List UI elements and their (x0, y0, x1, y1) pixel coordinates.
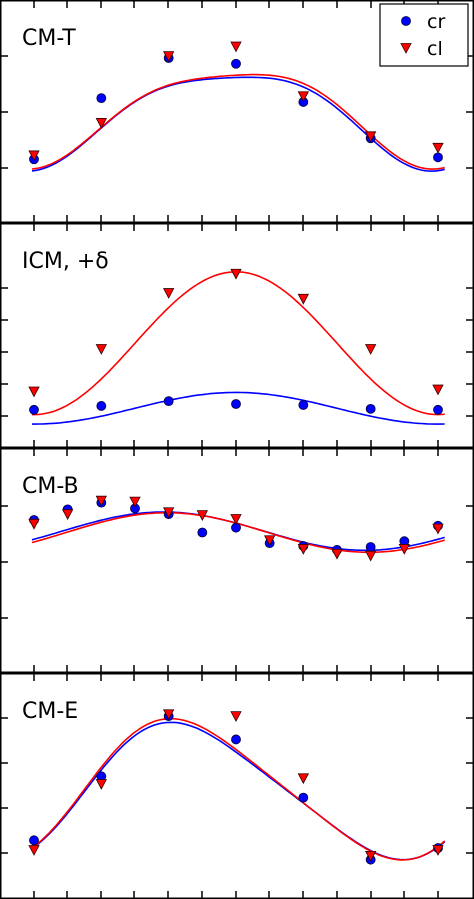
point-cl (432, 384, 444, 396)
panel-3: CM-B (0, 447, 474, 674)
point-cr (231, 399, 241, 409)
point-cr (231, 58, 241, 69)
point-cl (28, 518, 40, 530)
point-cl (365, 344, 377, 355)
point-cl (62, 509, 74, 521)
point-cl (28, 386, 40, 398)
point-cr (433, 152, 443, 163)
point-cr (29, 404, 39, 415)
point-cl (365, 850, 377, 862)
point-cl (230, 268, 242, 280)
point-cl (230, 514, 242, 525)
point-cl (95, 344, 107, 355)
point-cr (96, 401, 107, 411)
legend-marker-cr (401, 16, 411, 26)
point-cl (163, 507, 175, 519)
point-cl (230, 41, 242, 53)
point-cr (231, 734, 241, 745)
point-cl (163, 51, 175, 62)
point-cl (163, 288, 175, 299)
point-cr (163, 396, 174, 407)
panel-title: CM-E (22, 699, 78, 724)
panel-2: ICM, +δ (0, 222, 474, 449)
panel-title: ICM, +δ (22, 249, 109, 274)
point-cl (95, 779, 107, 790)
legend-marker-cl (400, 43, 412, 54)
panel-title: CM-T (22, 26, 76, 51)
legend-box (379, 3, 469, 67)
point-cr (197, 527, 208, 538)
legend: cr cl (379, 3, 469, 67)
point-cr (96, 93, 107, 104)
point-cr (365, 403, 376, 414)
point-cr (298, 400, 309, 410)
point-cl (297, 544, 309, 555)
panel-4: CM-E (0, 672, 474, 899)
point-cr (365, 542, 376, 552)
point-cl (28, 150, 40, 162)
point-cr (298, 792, 309, 803)
point-cl (28, 845, 40, 856)
point-cl (95, 118, 107, 129)
point-cl (264, 535, 276, 547)
point-cl (398, 544, 410, 555)
point-cl (432, 845, 444, 856)
point-cl (432, 142, 444, 154)
point-cl (331, 548, 343, 560)
legend-label-cl: cl (427, 38, 443, 60)
point-cr (433, 404, 443, 415)
panel-title: CM-B (22, 474, 79, 499)
point-cl (95, 495, 107, 507)
point-cl (163, 709, 175, 721)
fit-line-cl (31, 73, 445, 170)
point-cl (129, 496, 141, 508)
point-cl (297, 293, 309, 305)
point-cl (297, 773, 309, 785)
fit-line-cr (31, 76, 445, 172)
point-cl (196, 510, 208, 522)
point-cl (365, 550, 377, 562)
point-cr (29, 835, 39, 846)
point-cl (230, 711, 242, 723)
fit-line-cr (32, 391, 445, 425)
fit-line-cl (31, 717, 446, 861)
point-cl (297, 91, 309, 103)
legend-label-cr: cr (427, 11, 445, 33)
point-cl (432, 523, 444, 535)
point-cl (365, 131, 377, 143)
